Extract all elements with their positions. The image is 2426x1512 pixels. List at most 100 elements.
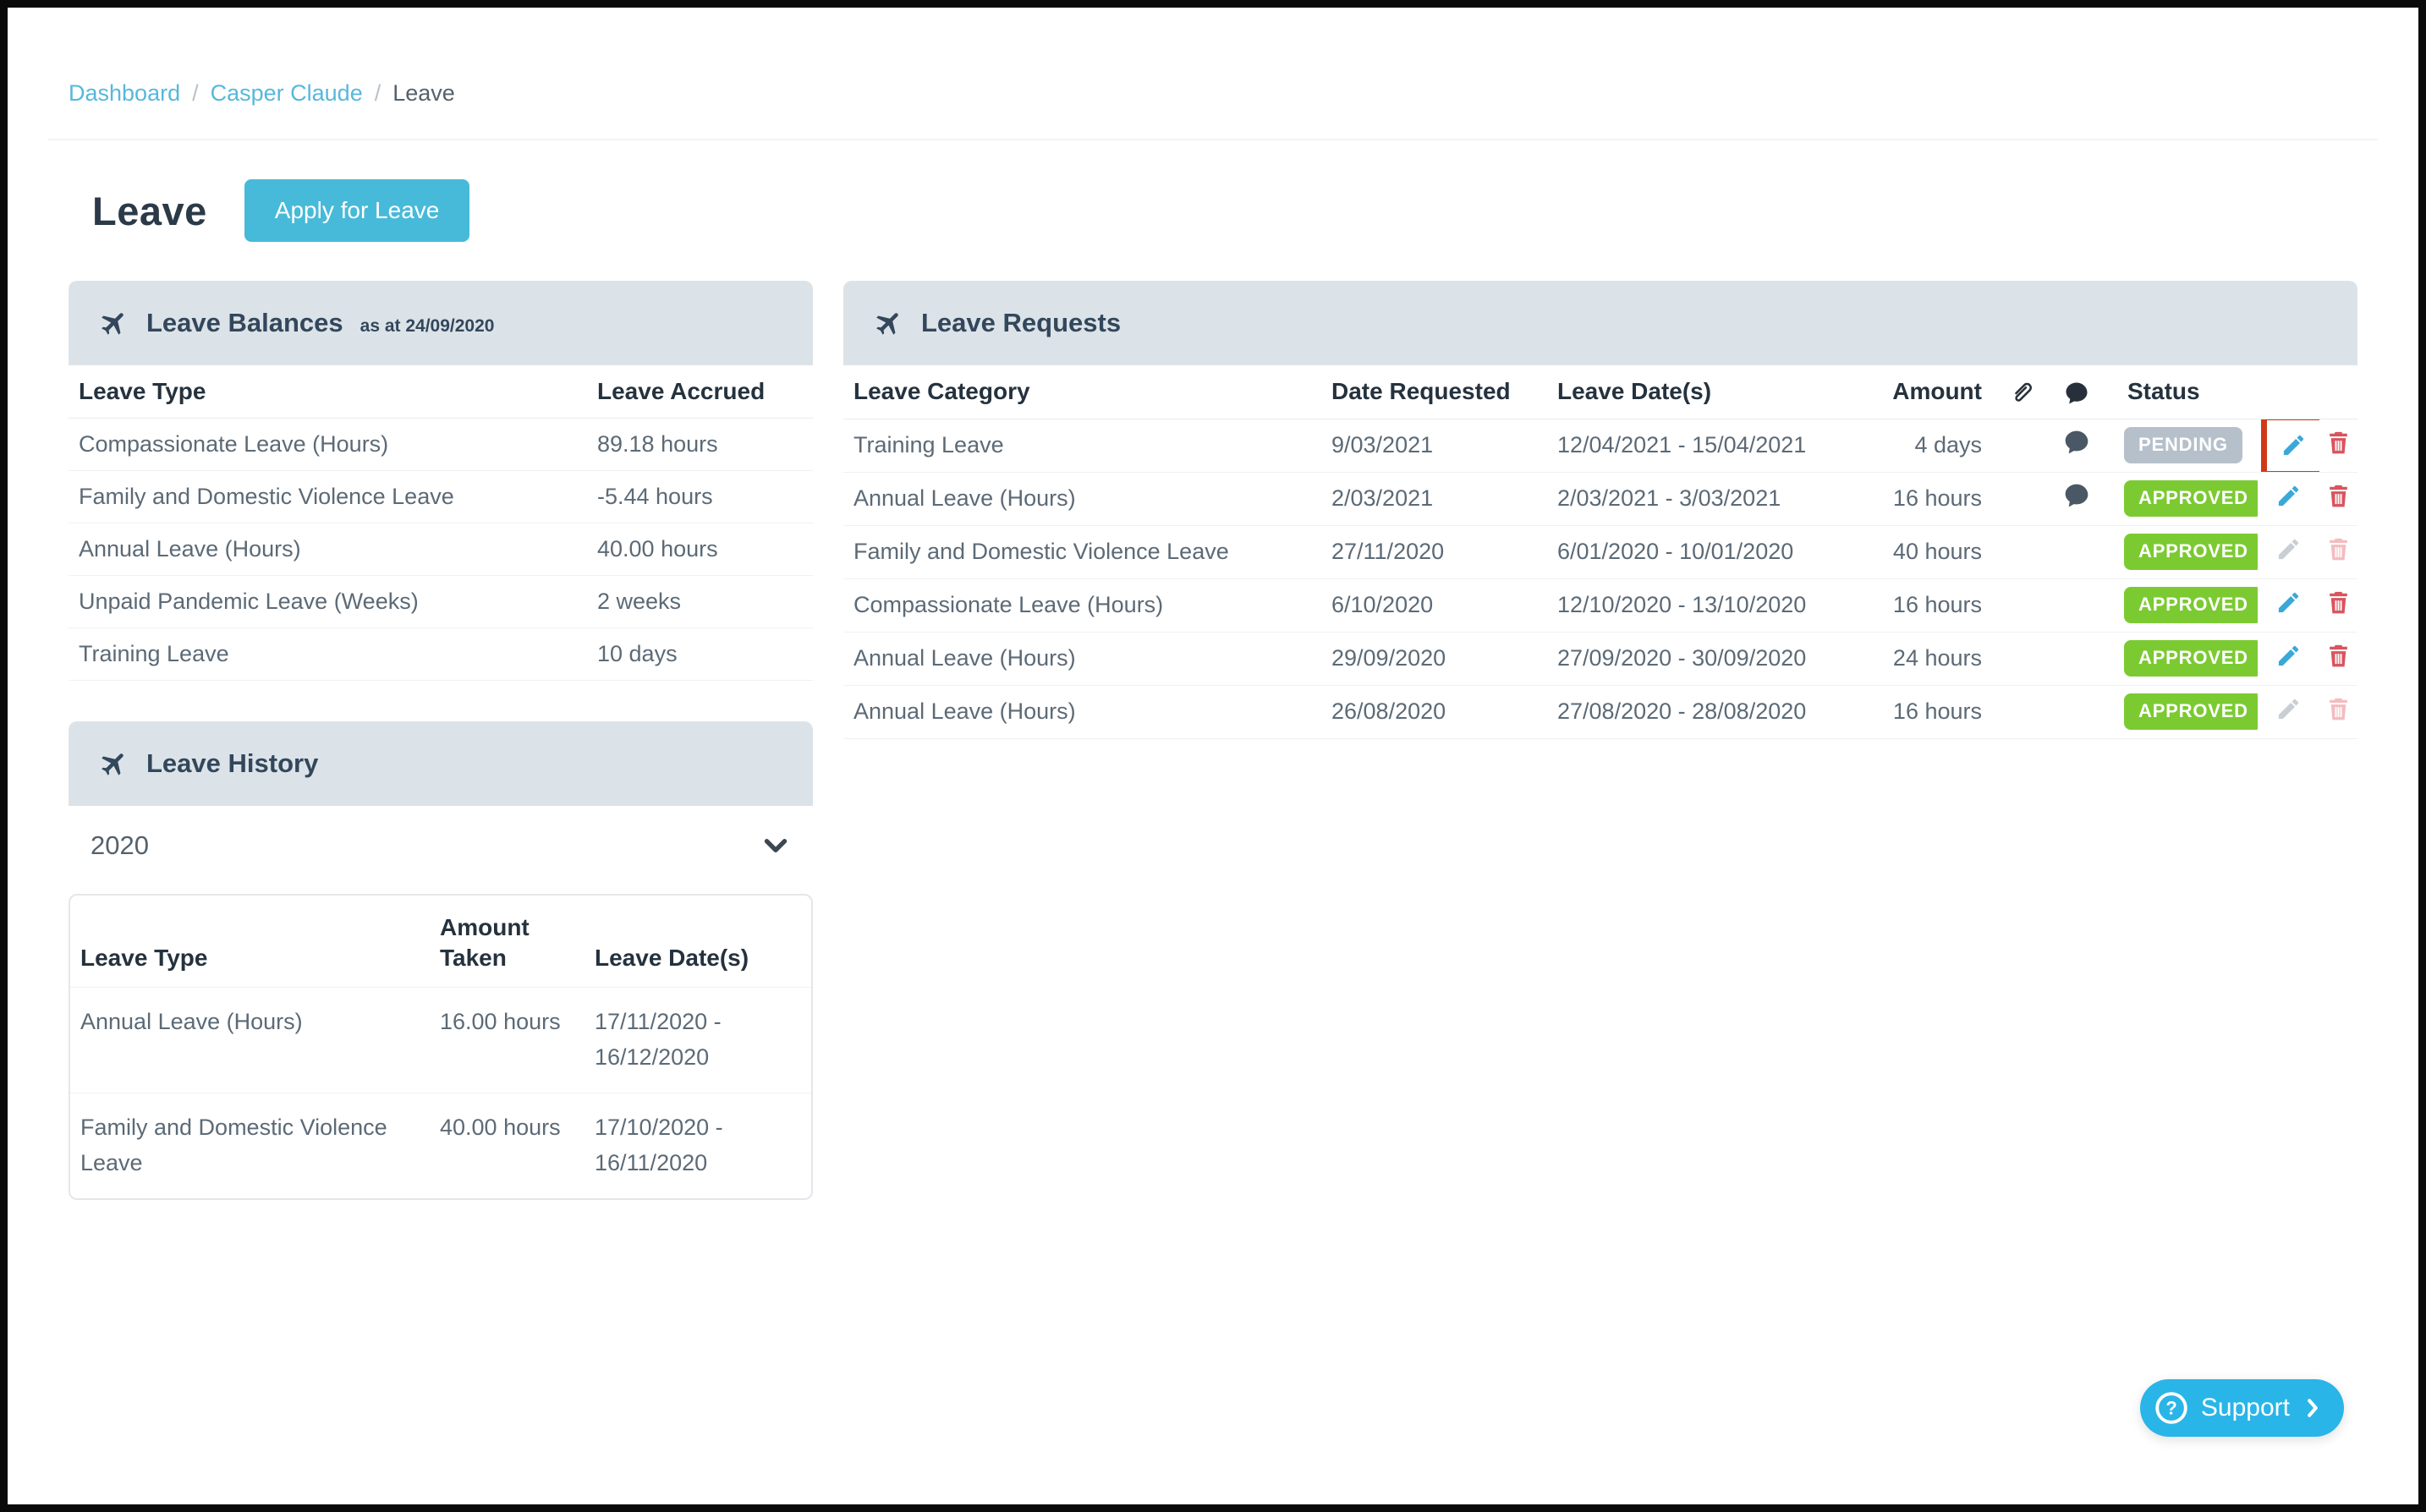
comment-icon[interactable] (2063, 429, 2090, 456)
request-leave-dates: 6/01/2020 - 10/01/2020 (1557, 539, 1794, 564)
edit-button[interactable] (2275, 643, 2302, 669)
breadcrumb-link-employee[interactable]: Casper Claude (210, 80, 363, 106)
balance-leave-accrued: 2 weeks (597, 588, 682, 614)
edit-button[interactable] (2275, 589, 2302, 616)
edit-button[interactable] (2281, 432, 2307, 458)
status-badge: PENDING (2124, 427, 2242, 463)
comment-icon[interactable] (2063, 482, 2090, 509)
delete-button-disabled (2325, 696, 2352, 722)
history-year-label: 2020 (91, 830, 149, 860)
leave-history-table: Leave Type Amount Taken Leave Date(s) An… (70, 896, 811, 1198)
delete-button[interactable] (2325, 483, 2352, 509)
leave-request-row: Annual Leave (Hours) 26/08/2020 27/08/20… (843, 685, 2357, 738)
column-header-leave-dates: Leave Date(s) (595, 944, 749, 971)
leave-request-row: Annual Leave (Hours) 2/03/2021 2/03/2021… (843, 472, 2357, 525)
request-date-requested: 9/03/2021 (1331, 432, 1434, 457)
leave-history-header: Leave History (69, 720, 813, 806)
table-row: Annual Leave (Hours) 40.00 hours (69, 523, 813, 575)
paperclip-icon (2008, 379, 2035, 406)
request-date-requested: 27/11/2020 (1331, 539, 1445, 564)
support-button[interactable]: Support (2139, 1379, 2344, 1437)
request-leave-dates: 12/04/2021 - 15/04/2021 (1557, 432, 1807, 457)
leave-balances-title: Leave Balances (146, 308, 343, 337)
request-date-requested: 29/09/2020 (1331, 645, 1446, 671)
column-header-amount-taken: Amount Taken (440, 913, 530, 971)
balance-leave-accrued: 10 days (597, 640, 678, 666)
request-amount: 16 hours (1892, 592, 1982, 617)
leave-requests-title: Leave Requests (921, 308, 1122, 337)
history-amount-taken: 16.00 hours (440, 1009, 561, 1035)
apply-for-leave-button[interactable]: Apply for Leave (244, 179, 470, 242)
chevron-down-icon[interactable] (760, 830, 791, 861)
leave-request-row: Compassionate Leave (Hours) 6/10/2020 12… (843, 578, 2357, 632)
history-amount-taken: 40.00 hours (440, 1114, 561, 1140)
request-leave-dates: 12/10/2020 - 13/10/2020 (1557, 592, 1807, 617)
edit-button[interactable] (2275, 483, 2302, 509)
plane-icon (93, 742, 136, 785)
balance-leave-accrued: 89.18 hours (597, 430, 718, 457)
table-row: Family and Domestic Violence Leave -5.44… (69, 470, 813, 523)
leave-balances-panel: Leave Balances as at 24/09/2020 Leave Ty… (69, 281, 813, 681)
status-badge: APPROVED (2124, 534, 2258, 570)
leave-requests-panel: Leave Requests Leave Category Date Reque… (843, 281, 2357, 739)
request-category: Annual Leave (Hours) (853, 698, 1076, 724)
delete-button[interactable] (2325, 643, 2352, 669)
balance-leave-type: Family and Domestic Violence Leave (79, 483, 454, 509)
breadcrumb-link-dashboard[interactable]: Dashboard (69, 80, 181, 106)
request-category: Annual Leave (Hours) (853, 485, 1076, 511)
column-header-leave-type: Leave Type (80, 944, 208, 971)
balance-leave-type: Annual Leave (Hours) (79, 535, 301, 562)
leave-request-row: Training Leave 9/03/2021 12/04/2021 - 15… (843, 419, 2357, 472)
column-header-status: Status (2104, 365, 2258, 419)
leave-balances-header: Leave Balances as at 24/09/2020 (69, 281, 813, 365)
status-badge: APPROVED (2124, 480, 2258, 517)
table-row: Training Leave 10 days (69, 627, 813, 680)
breadcrumb-current: Leave (392, 80, 455, 106)
request-amount: 24 hours (1892, 645, 1982, 671)
request-leave-dates: 2/03/2021 - 3/03/2021 (1557, 485, 1781, 511)
edit-button-disabled (2275, 536, 2302, 562)
balance-leave-type: Unpaid Pandemic Leave (Weeks) (79, 588, 419, 614)
request-date-requested: 2/03/2021 (1331, 485, 1434, 511)
breadcrumb-separator: / (374, 80, 381, 106)
history-leave-dates: 17/11/2020 - 16/12/2020 (595, 1009, 722, 1071)
request-category: Annual Leave (Hours) (853, 645, 1076, 671)
request-leave-dates: 27/08/2020 - 28/08/2020 (1557, 698, 1807, 724)
table-row: Unpaid Pandemic Leave (Weeks) 2 weeks (69, 575, 813, 627)
column-header-leave-accrued: Leave Accrued (587, 365, 813, 419)
request-category: Training Leave (853, 432, 1004, 457)
status-badge: APPROVED (2124, 587, 2258, 623)
request-leave-dates: 27/09/2020 - 30/09/2020 (1557, 645, 1807, 671)
column-header-leave-dates: Leave Date(s) (1547, 365, 1877, 419)
leave-balances-as-at: as at 24/09/2020 (360, 316, 495, 336)
status-badge: APPROVED (2124, 693, 2258, 730)
status-badge: APPROVED (2124, 640, 2258, 677)
request-date-requested: 6/10/2020 (1331, 592, 1434, 617)
balance-leave-accrued: 40.00 hours (597, 535, 718, 562)
history-year-accordion[interactable]: 2020 (69, 805, 813, 885)
breadcrumb-separator: / (192, 80, 199, 106)
edit-button-disabled (2275, 696, 2302, 722)
help-question-icon (2154, 1390, 2189, 1426)
leave-requests-header: Leave Requests (843, 281, 2357, 365)
request-category: Family and Domestic Violence Leave (853, 539, 1229, 564)
leave-balances-table: Leave Type Leave Accrued Compassionate L… (69, 365, 813, 681)
history-leave-type: Family and Domestic Violence Leave (80, 1114, 387, 1175)
balance-leave-accrued: -5.44 hours (597, 483, 713, 509)
comment-icon (2064, 381, 2089, 406)
balance-leave-type: Compassionate Leave (Hours) (79, 430, 389, 457)
page-title: Leave (92, 188, 207, 233)
column-header-leave-type: Leave Type (69, 365, 587, 419)
breadcrumb: Dashboard / Casper Claude / Leave (69, 80, 2357, 107)
leave-request-row: Family and Domestic Violence Leave 27/11… (843, 525, 2357, 578)
chevron-right-icon (2302, 1397, 2324, 1419)
table-row: Family and Domestic Violence Leave 40.00… (70, 1093, 811, 1197)
leave-requests-table: Leave Category Date Requested Leave Date… (843, 365, 2357, 739)
leave-history-panel: Leave History 2020 Leave Type Amount Tak… (69, 720, 813, 1200)
delete-button[interactable] (2325, 589, 2352, 616)
request-category: Compassionate Leave (Hours) (853, 592, 1164, 617)
table-row: Compassionate Leave (Hours) 89.18 hours (69, 418, 813, 470)
delete-button[interactable] (2325, 430, 2352, 456)
request-amount: 16 hours (1892, 698, 1982, 724)
request-amount: 4 days (1914, 432, 1982, 457)
